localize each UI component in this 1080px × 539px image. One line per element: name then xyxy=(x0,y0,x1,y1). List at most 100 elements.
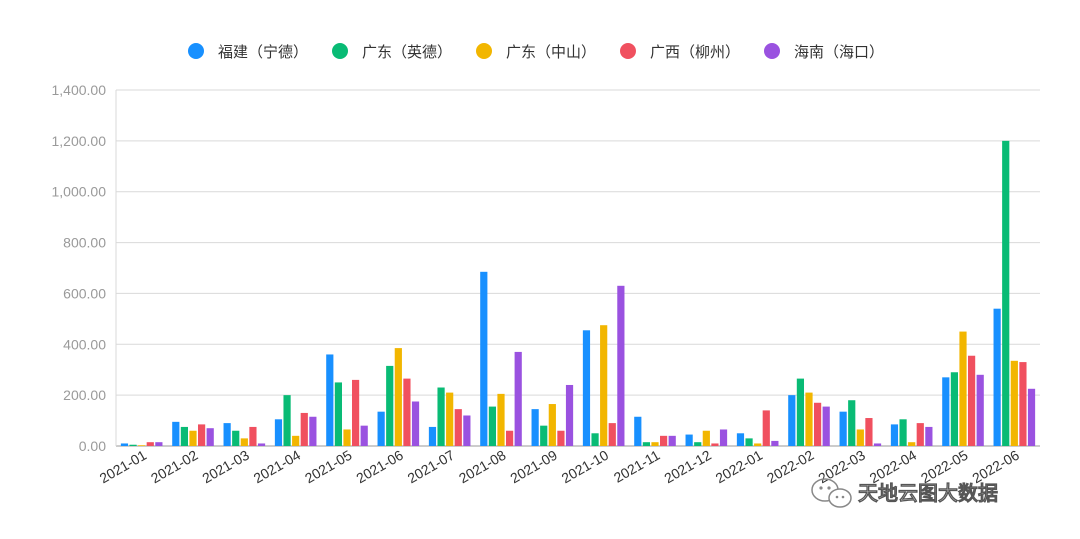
wechat-icon xyxy=(811,478,852,508)
x-tick-label: 2022-01 xyxy=(713,447,766,487)
bar-2021-03-series-2 xyxy=(240,438,248,446)
bar-2022-03-series-4 xyxy=(873,443,882,446)
x-tick-label: 2021-09 xyxy=(507,447,560,487)
bar-2022-06-series-2 xyxy=(1010,360,1018,446)
x-tick-label: 2022-02 xyxy=(764,447,817,487)
bar-2021-02-series-3 xyxy=(198,424,206,446)
bar-2022-06-series-0 xyxy=(993,308,1001,446)
bar-2022-02-series-2 xyxy=(805,392,813,446)
bar-2022-03-series-2 xyxy=(856,429,864,446)
bar-2021-04-series-2 xyxy=(292,435,300,446)
legend-label-2: 广东（中山） xyxy=(506,43,596,61)
bar-2021-09-series-2 xyxy=(548,404,556,446)
bar-2021-01-series-0 xyxy=(120,443,129,446)
bar-2022-05-series-3 xyxy=(968,355,976,446)
bar-2021-10-series-3 xyxy=(608,423,616,446)
bar-2021-10-series-2 xyxy=(600,325,608,446)
bar-2022-02-series-1 xyxy=(796,378,804,446)
bar-2021-05-series-0 xyxy=(326,354,334,446)
bar-2021-04-series-4 xyxy=(309,416,317,446)
watermark: 天地云图大数据 xyxy=(811,478,998,508)
y-tick-label: 800.00 xyxy=(63,235,106,251)
bar-2021-01-series-1 xyxy=(129,444,137,446)
bar-2021-11-series-2 xyxy=(651,442,659,446)
bar-2021-06-series-0 xyxy=(377,411,385,446)
legend-swatch-0 xyxy=(188,43,204,59)
bar-2022-02-series-0 xyxy=(788,395,796,446)
x-tick-label: 2021-10 xyxy=(559,447,612,487)
bar-2021-04-series-3 xyxy=(300,412,308,446)
y-tick-label: 200.00 xyxy=(63,387,106,403)
bar-2021-12-series-0 xyxy=(685,434,693,446)
x-tick-label: 2021-04 xyxy=(251,447,304,487)
bar-2021-03-series-0 xyxy=(223,423,231,446)
bar-2022-05-series-1 xyxy=(950,372,958,446)
x-tick-label: 2021-12 xyxy=(661,447,714,487)
y-tick-label: 600.00 xyxy=(63,285,106,301)
bar-2021-09-series-4 xyxy=(565,384,574,446)
bar-2021-12-series-1 xyxy=(694,442,702,446)
x-tick-label: 2021-05 xyxy=(302,447,355,487)
bar-2021-12-series-4 xyxy=(719,429,728,446)
legend-swatch-4 xyxy=(764,43,780,59)
bar-2021-10-series-0 xyxy=(582,330,591,446)
bar-2021-02-series-4 xyxy=(206,428,214,446)
x-tick-label: 2021-11 xyxy=(611,447,663,486)
x-tick-label: 2021-02 xyxy=(148,447,201,487)
y-tick-label: 1,200.00 xyxy=(52,133,107,149)
bar-2021-09-series-1 xyxy=(540,425,548,446)
legend-swatch-3 xyxy=(620,43,636,59)
bar-2021-01-series-4 xyxy=(155,442,163,446)
bar-2022-01-series-0 xyxy=(736,433,745,446)
bar-2021-09-series-3 xyxy=(557,430,565,446)
bar-2021-06-series-1 xyxy=(386,365,394,446)
bar-2021-03-series-3 xyxy=(249,426,257,446)
bar-2021-07-series-0 xyxy=(428,426,437,446)
bar-2022-05-series-2 xyxy=(959,331,967,446)
legend-label-4: 海南（海口） xyxy=(794,43,884,61)
bar-2021-08-series-3 xyxy=(506,430,514,446)
bar-2021-08-series-2 xyxy=(497,393,505,446)
bar-2021-01-series-3 xyxy=(146,442,154,446)
bar-2021-03-series-1 xyxy=(232,430,240,446)
bar-2021-02-series-1 xyxy=(180,426,188,446)
bar-2022-04-series-1 xyxy=(899,419,907,446)
bar-2021-08-series-0 xyxy=(480,271,488,446)
bar-2021-02-series-0 xyxy=(172,421,180,446)
bar-2022-05-series-4 xyxy=(976,374,984,446)
bar-2021-07-series-4 xyxy=(463,415,471,446)
bar-2021-06-series-2 xyxy=(394,348,402,446)
bar-2022-03-series-1 xyxy=(848,400,856,446)
y-tick-label: 1,400.00 xyxy=(52,82,107,98)
bar-2022-03-series-3 xyxy=(865,418,873,446)
bar-2021-03-series-4 xyxy=(257,443,266,446)
legend-swatch-2 xyxy=(476,43,492,59)
bar-2021-12-series-2 xyxy=(702,430,710,446)
legend-label-3: 广西（柳州） xyxy=(650,43,740,61)
bar-2022-06-series-1 xyxy=(1002,140,1010,447)
bar-2022-03-series-0 xyxy=(839,411,847,446)
bar-2021-07-series-2 xyxy=(446,392,454,446)
bar-2021-11-series-0 xyxy=(634,416,642,446)
bar-2021-07-series-3 xyxy=(454,409,462,446)
gridlines xyxy=(115,89,1040,447)
x-tick-label: 2021-07 xyxy=(405,447,458,487)
bar-2021-01-series-2 xyxy=(138,445,146,446)
bar-2022-06-series-3 xyxy=(1019,362,1027,446)
bar-2022-02-series-3 xyxy=(814,402,822,446)
bar-2022-01-series-4 xyxy=(771,440,779,446)
y-tick-label: 400.00 xyxy=(63,336,106,352)
bar-2021-02-series-2 xyxy=(189,430,197,446)
bar-2022-01-series-3 xyxy=(762,410,770,446)
bar-2021-04-series-0 xyxy=(274,419,283,446)
bar-2021-10-series-4 xyxy=(617,285,625,446)
watermark-text: 天地云图大数据 xyxy=(858,481,998,505)
bars xyxy=(120,140,1036,447)
bar-2021-05-series-1 xyxy=(334,382,342,446)
bar-2022-06-series-4 xyxy=(1027,388,1036,446)
x-tick-label: 2021-06 xyxy=(353,447,406,487)
legend: 福建（宁德） 广东（英德） 广东（中山） 广西（柳州） 海南（海口） xyxy=(188,43,884,61)
bar-2021-12-series-3 xyxy=(711,443,719,446)
bar-2021-06-series-3 xyxy=(403,378,411,446)
